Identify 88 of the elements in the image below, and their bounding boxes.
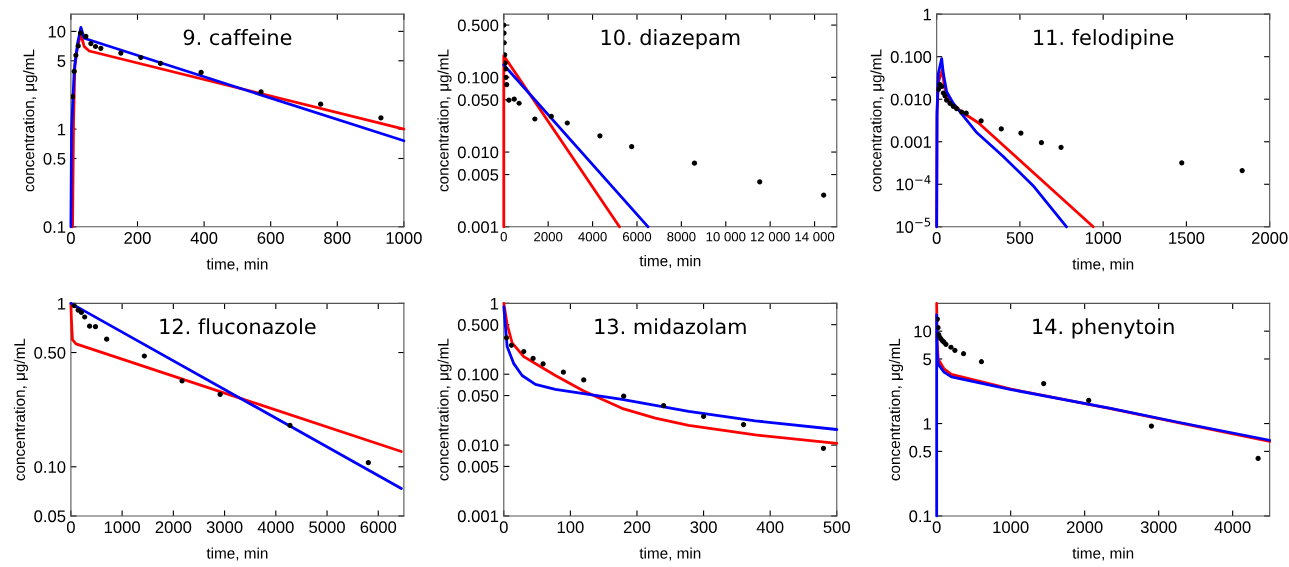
y-tick-label: 0.010	[457, 439, 499, 452]
x-tick-label: 800	[324, 232, 351, 244]
x-tick-label: 1000	[104, 521, 141, 534]
x-axis-title: time, min	[1072, 258, 1134, 272]
x-tick-label: 0	[499, 521, 508, 534]
y-tick-label: 0.100	[457, 71, 499, 84]
x-tick-label: 1000	[993, 521, 1029, 534]
y-tick-label: 1	[923, 418, 931, 430]
x-tick-label: 2000	[155, 521, 192, 534]
text: 9. caffeine	[183, 29, 292, 46]
y-tick-label: 0.010	[457, 146, 499, 159]
x-tick-label: 14 000	[795, 232, 835, 242]
x-tick-label: 2000	[1251, 232, 1288, 244]
y-tick-label: 5	[923, 353, 932, 366]
x-tick-label: 1500	[1169, 232, 1205, 244]
x-tick-label: 4000	[578, 232, 607, 242]
x-tick-label: 100	[557, 521, 584, 534]
x-tick-label: 6000	[622, 232, 652, 242]
x-tick-label: 3000	[1140, 521, 1177, 534]
y-tick-label: 1	[58, 123, 66, 136]
x-tick-label: 8000	[667, 232, 696, 242]
x-tick-label: 600	[257, 232, 284, 244]
x-tick-label: 2000	[1066, 521, 1103, 534]
x-tick-label: 500	[1006, 232, 1034, 244]
x-tick-label: 200	[124, 232, 151, 244]
y-tick-label: 0.5	[909, 445, 932, 458]
y-axis-title: concentration, μg/mL	[870, 49, 885, 192]
text: 14. phenytoin	[1033, 318, 1174, 339]
x-tick-label: 1000	[1085, 232, 1122, 244]
x-tick-label: 12 000	[751, 232, 790, 242]
x-tick-label: 500	[823, 521, 851, 534]
y-tick-label: 0.001	[457, 510, 499, 523]
y-tick-label: 10	[914, 325, 932, 338]
x-tick-label: 4000	[1214, 521, 1251, 534]
x-axis-title: time, min	[206, 258, 268, 272]
x-tick-label: 400	[756, 521, 784, 534]
x-axis-title: time, min	[1072, 547, 1134, 561]
y-tick-label: 0.005	[457, 460, 499, 473]
x-tick-label: 5000	[309, 521, 345, 534]
y-axis-title: concentration, μg/mL	[23, 49, 38, 192]
y-axis-title: concentration, μg/mL	[437, 338, 452, 481]
y-tick-label: 0.005	[457, 168, 499, 181]
y-tick-label: 0.050	[457, 94, 499, 107]
y-axis-title: concentration, μg/mL	[888, 338, 904, 481]
y-tick-label: 0.1	[43, 221, 66, 233]
y-tick-label: 10$^{−5}$	[896, 217, 931, 233]
x-tick-label: 400	[190, 232, 218, 244]
text: 10. diazepam	[601, 29, 740, 50]
y-tick-label: 10	[48, 25, 66, 38]
x-tick-label: 10 000	[706, 232, 746, 242]
x-tick-label: 0	[932, 521, 941, 534]
x-tick-label: 200	[623, 521, 651, 534]
x-tick-label: 0	[66, 232, 75, 244]
y-tick-label: 0.500	[457, 19, 499, 32]
text: 12. fluconazole	[160, 318, 316, 335]
y-tick-label: 0.50	[34, 346, 66, 359]
y-tick-label: 0.05	[34, 510, 66, 523]
y-tick-label: 0.5	[43, 152, 66, 165]
y-tick-label: 0.010	[890, 93, 932, 106]
x-axis-title: time, min	[206, 547, 268, 561]
y-axis-title: concentration, μg/mL	[437, 49, 452, 192]
x-tick-label: 4000	[257, 521, 294, 534]
y-tick-label: 0.001	[890, 136, 931, 148]
x-axis-title: time, min	[639, 547, 701, 561]
text: 13. midazolam	[595, 318, 746, 335]
y-axis-title: concentration, μg/mL	[13, 338, 29, 481]
y-tick-label: 5	[57, 55, 66, 67]
y-tick-label: 10$^{−4}$	[896, 175, 931, 191]
text: 11. felodipine	[1034, 29, 1174, 50]
x-tick-label: 6000	[360, 521, 397, 534]
x-tick-label: 0	[500, 232, 507, 242]
y-tick-label: 1	[490, 297, 499, 310]
y-tick-label: 0.100	[457, 368, 499, 381]
x-tick-label: 1000	[386, 232, 422, 244]
y-tick-label: 0.10	[34, 461, 66, 473]
x-tick-label: 0	[932, 232, 941, 244]
y-tick-label: 0.100	[890, 51, 932, 63]
y-tick-label: 1	[58, 297, 66, 310]
y-tick-label: 0.001	[457, 221, 499, 233]
y-tick-label: 1	[923, 8, 931, 21]
x-axis-title: time, min	[639, 255, 701, 269]
y-tick-label: 0.500	[457, 319, 499, 331]
x-tick-label: 3000	[206, 521, 243, 534]
x-tick-label: 0	[66, 521, 75, 534]
x-tick-label: 2000	[534, 232, 563, 242]
y-tick-label: 0.050	[457, 389, 499, 402]
x-tick-label: 300	[690, 521, 717, 534]
y-tick-label: 0.1	[909, 510, 931, 523]
